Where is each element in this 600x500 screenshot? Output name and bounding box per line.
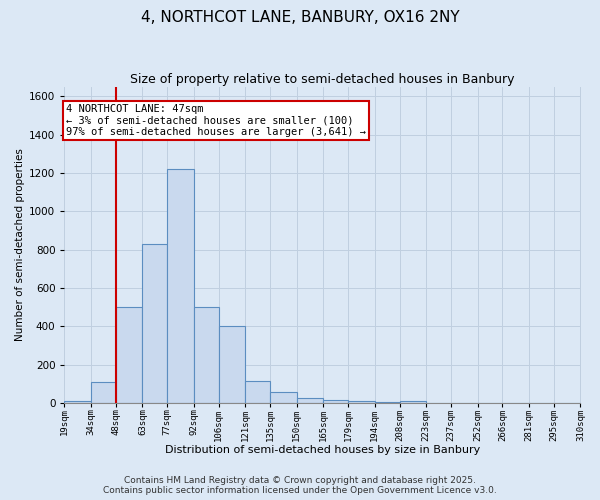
Bar <box>270 392 297 403</box>
Bar <box>245 381 270 403</box>
Text: 4 NORTHCOT LANE: 47sqm
← 3% of semi-detached houses are smaller (100)
97% of sem: 4 NORTHCOT LANE: 47sqm ← 3% of semi-deta… <box>66 104 366 137</box>
Bar <box>167 169 194 403</box>
Bar <box>297 398 323 403</box>
Bar <box>142 244 167 403</box>
Bar <box>348 401 375 403</box>
Text: Contains HM Land Registry data © Crown copyright and database right 2025.
Contai: Contains HM Land Registry data © Crown c… <box>103 476 497 495</box>
Bar <box>116 307 142 403</box>
Bar <box>194 307 219 403</box>
Text: 4, NORTHCOT LANE, BANBURY, OX16 2NY: 4, NORTHCOT LANE, BANBURY, OX16 2NY <box>140 10 460 25</box>
Bar <box>219 326 245 403</box>
Bar <box>91 382 116 403</box>
Title: Size of property relative to semi-detached houses in Banbury: Size of property relative to semi-detach… <box>130 72 515 86</box>
Y-axis label: Number of semi-detached properties: Number of semi-detached properties <box>15 148 25 342</box>
Bar <box>375 402 400 403</box>
Bar <box>64 401 91 403</box>
X-axis label: Distribution of semi-detached houses by size in Banbury: Distribution of semi-detached houses by … <box>165 445 480 455</box>
Bar <box>323 400 348 403</box>
Bar <box>400 401 426 403</box>
